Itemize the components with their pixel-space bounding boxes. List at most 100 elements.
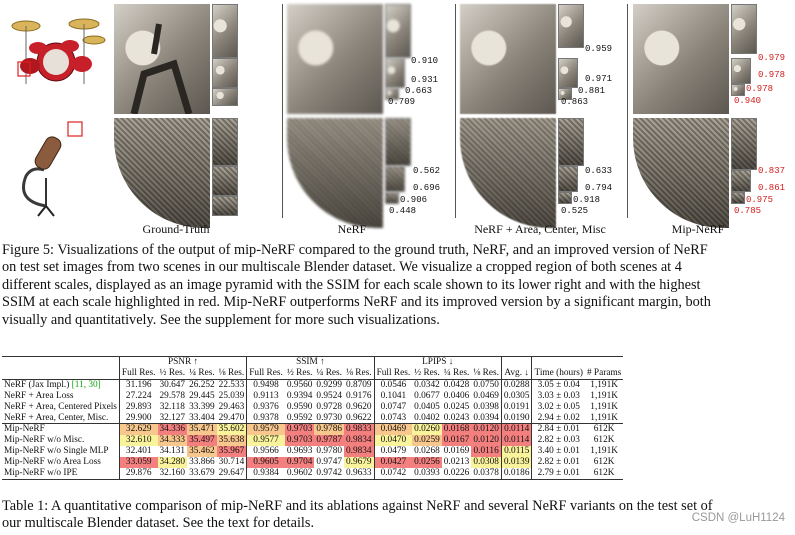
nerf-improved-mic-ssim-1: 0.794 <box>585 183 613 193</box>
table-row: Mip-NeRF 32.629 34.336 35.471 35.602 0.9579 0.… <box>2 423 624 436</box>
nerf-improved-drums-quarter <box>558 58 578 88</box>
value-cell: 0.0308 <box>471 457 502 469</box>
value-cell: 25.039 <box>218 390 245 401</box>
value-cell: 0.0406 <box>443 390 470 401</box>
params-cell: 1,191K <box>584 378 624 391</box>
value-cell: 0.9394 <box>286 390 313 401</box>
value-cell: 29.900 <box>118 412 158 424</box>
nerf-improved-mic-ssim-3: 0.525 <box>561 206 589 216</box>
nerf-improved-drums-crop <box>460 4 556 114</box>
params-header: # Params <box>586 367 622 378</box>
nerf-improved-mic-eighth <box>558 192 572 204</box>
mipnerf-mic-ssim-2: 0.975 <box>746 195 774 205</box>
method-cell: Mip-NeRF w/o Misc. <box>2 435 119 446</box>
nerf-improved-mic-crop <box>460 118 556 228</box>
value-cell: 0.0428 <box>441 378 472 391</box>
method-cell: Mip-NeRF w/o Single MLP <box>2 446 119 457</box>
col-header: ¼ Res. <box>443 367 470 378</box>
method-cell: Mip-NeRF w/o IPE <box>2 468 120 480</box>
method-name: NeRF (Jax Impl.) <box>4 379 72 390</box>
value-cell: 33.404 <box>189 412 215 423</box>
value-cell: 34.333 <box>157 435 188 447</box>
value-cell: 0.0120 <box>471 435 502 447</box>
value-cell: 0.9693 <box>286 446 313 457</box>
value-cell: 0.9704 <box>284 457 315 469</box>
value-cell: 0.0342 <box>412 378 442 391</box>
value-cell: 26.252 <box>187 378 217 391</box>
table-row: NeRF + Area, Center, Misc. 29.900 32.127 33… <box>2 412 623 424</box>
value-cell: 33.059 <box>118 457 158 469</box>
value-cell: 0.0288 <box>500 378 532 391</box>
mipnerf-drums-ssim-2: 0.978 <box>746 84 774 94</box>
value-cell: 0.9703 <box>284 435 315 447</box>
value-cell: 33.679 <box>187 468 217 480</box>
value-cell: 0.9622 <box>346 412 372 423</box>
nerf-improved-drums-ssim-2: 0.881 <box>578 86 606 96</box>
col-header: ½ Res. <box>286 367 313 378</box>
value-cell: 0.9592 <box>286 412 313 423</box>
value-cell: 35.497 <box>187 435 217 447</box>
value-cell: 0.0190 <box>500 412 532 424</box>
value-cell: 0.0677 <box>414 390 440 401</box>
nerf-improved-drums-eighth <box>558 88 572 100</box>
mipnerf-mic-quarter <box>731 170 751 192</box>
column-separator <box>627 4 628 218</box>
value-cell: 0.9577 <box>246 435 285 447</box>
gt-mic-crop <box>114 118 210 228</box>
gt-drums-eighth <box>212 88 238 106</box>
nerf-drums-ssim-0: 0.910 <box>411 56 439 66</box>
nerf-mic-ssim-1: 0.696 <box>413 183 441 193</box>
value-cell: 0.0256 <box>412 457 442 469</box>
value-cell: 0.9498 <box>246 378 285 391</box>
value-cell: 0.0167 <box>441 435 472 447</box>
lpips-group-header: LPIPS ↓ <box>373 356 502 368</box>
mipnerf-mic-eighth <box>731 192 745 204</box>
table-caption: Table 1: A quantitative comparison of mi… <box>2 498 713 533</box>
method-cell: NeRF (Jax Impl.) [11, 30] <box>2 378 120 391</box>
value-cell: 0.0405 <box>414 401 440 412</box>
time-cell: 2.79 ± 0.01 <box>531 468 585 480</box>
method-name: Mip-NeRF w/o Misc. <box>4 435 85 446</box>
value-cell: 0.0114 <box>500 423 532 436</box>
value-cell: 0.0260 <box>412 423 442 436</box>
value-cell: 0.9384 <box>246 468 285 480</box>
col-header: ¼ Res. <box>189 367 215 378</box>
col-header: ⅛ Res. <box>346 367 372 378</box>
caption-line: Table 1: A quantitative comparison of mi… <box>2 498 713 514</box>
nerf-improved-mic-quarter <box>558 166 578 192</box>
column-label-nerf-improved: NeRF + Area, Center, Misc <box>474 222 606 236</box>
value-cell: 30.714 <box>218 457 245 468</box>
method-name: NeRF + Area, Centered Pixels <box>4 401 117 412</box>
method-name: Mip-NeRF <box>4 424 45 435</box>
table-row: NeRF + Area Loss 27.224 29.578 29.445 25.039… <box>2 390 623 402</box>
citation-link[interactable]: [11, 30] <box>71 379 101 390</box>
value-cell: 0.0259 <box>412 435 442 447</box>
mipnerf-drums-quarter <box>731 58 751 84</box>
value-cell: 0.9620 <box>346 401 372 412</box>
value-cell: 0.9834 <box>344 446 375 458</box>
nerf-mic-half <box>385 118 411 166</box>
nerf-mic-eighth <box>385 192 399 204</box>
params-cell: 1,191K <box>590 412 618 423</box>
nerf-drums-ssim-1: 0.931 <box>411 75 439 85</box>
value-cell: 0.8709 <box>344 378 375 391</box>
time-cell: 2.82 ± 0.03 <box>531 435 585 447</box>
nerf-drums-eighth <box>385 88 399 100</box>
col-header: ½ Res. <box>414 367 440 378</box>
value-cell: 0.0116 <box>471 446 502 458</box>
gt-mic-quarter <box>212 166 238 196</box>
nerf-mic-ssim-0: 0.562 <box>413 166 441 176</box>
nerf-mic-quarter <box>385 166 405 192</box>
value-cell: 0.0742 <box>373 468 413 480</box>
nerf-improved-drums-ssim-0: 0.959 <box>585 44 613 54</box>
mipnerf-drums-eighth <box>731 84 745 96</box>
table-row: Mip-NeRF w/o Area Loss 33.059 34.280 33.866… <box>2 457 623 469</box>
params-cell: 612K <box>593 435 615 446</box>
method-cell: Mip-NeRF <box>2 423 120 436</box>
value-cell: 34.280 <box>157 457 188 469</box>
value-cell: 0.9566 <box>246 446 285 458</box>
value-cell: 0.9590 <box>286 401 313 412</box>
params-cell: 1,191K <box>590 390 618 401</box>
value-cell: 0.9602 <box>284 468 315 480</box>
params-cell: 1,191K <box>590 446 618 457</box>
